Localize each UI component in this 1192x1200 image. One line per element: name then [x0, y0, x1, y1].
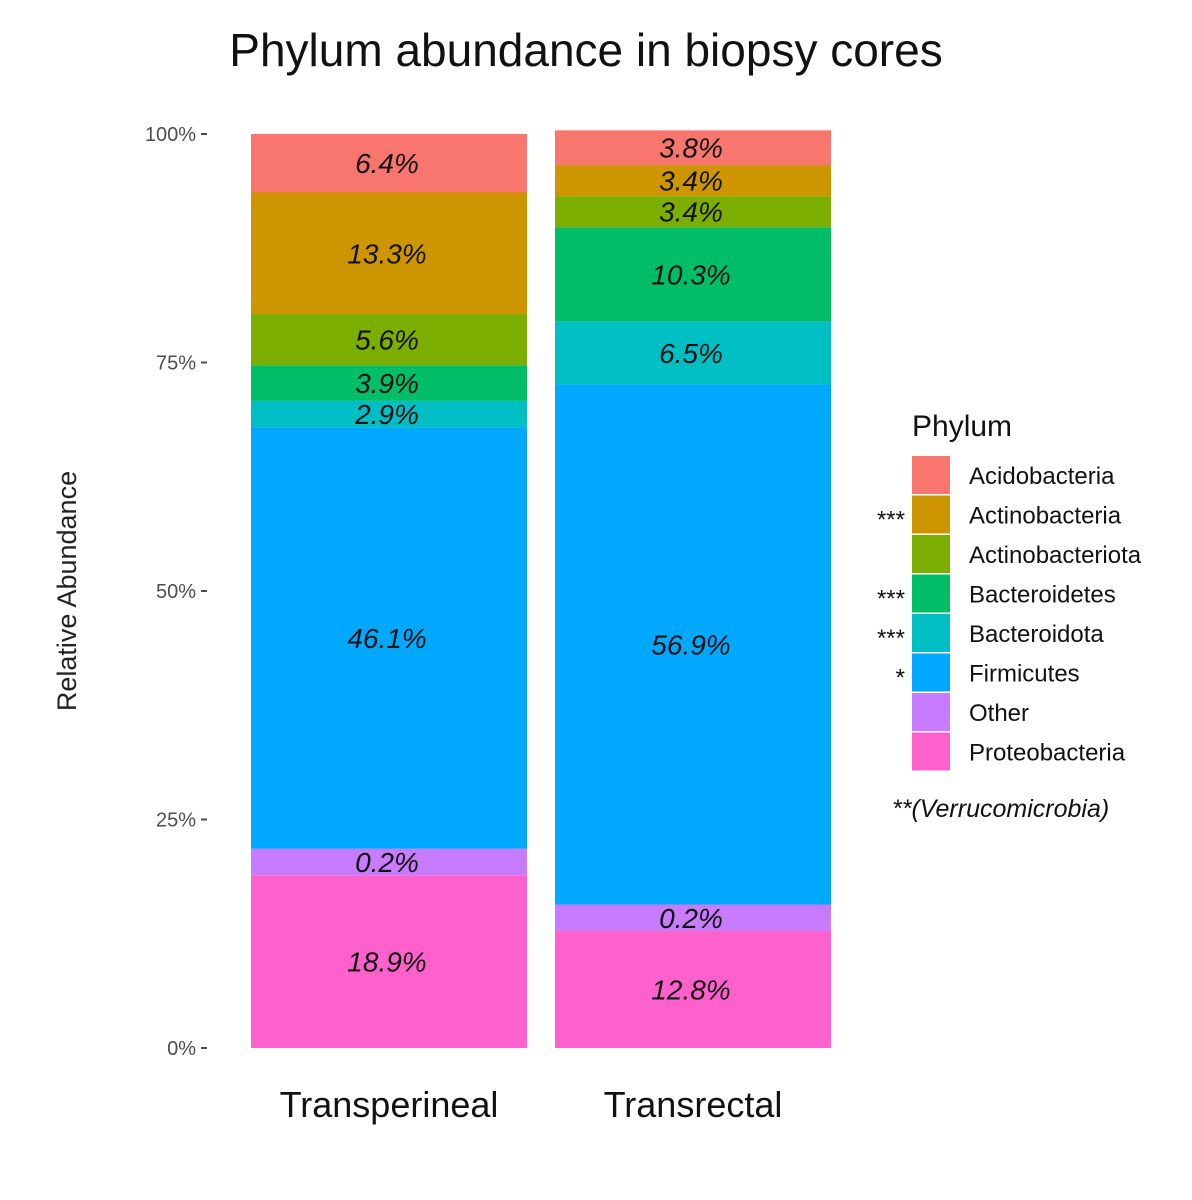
data-label-actinobacteriota: 5.6%	[355, 325, 419, 356]
y-axis-label: Relative Abundance	[52, 471, 82, 711]
bar-segment-proteobacteria	[555, 931, 831, 1048]
bar-segment-actinobacteria	[555, 165, 831, 197]
legend-key-bacteroidota	[912, 614, 950, 652]
legend-key-other	[912, 693, 950, 731]
bar-segment-bacteroidetes	[555, 227, 831, 322]
data-label-bacteroidetes: 10.3%	[651, 259, 730, 290]
legend-label-acidobacteria: Acidobacteria	[969, 463, 1115, 490]
y-axis: 0% 25% 50% 75% 100%	[145, 124, 207, 1060]
significance-marker: ***	[877, 625, 905, 652]
data-label-proteobacteria: 12.8%	[651, 975, 730, 1006]
bar-segment-other	[555, 904, 831, 932]
y-tick-label: 25%	[156, 810, 196, 832]
legend-label-firmicutes: Firmicutes	[969, 661, 1080, 688]
data-label-actinobacteriota: 3.4%	[659, 197, 723, 228]
legend-label-actinobacteria: Actinobacteria	[969, 503, 1122, 530]
legend-key-proteobacteria	[912, 732, 950, 771]
bar-segment-actinobacteria	[251, 192, 527, 315]
bar-segment-actinobacteriota	[251, 314, 527, 366]
data-label-actinobacteria: 13.3%	[347, 238, 426, 269]
legend: Phylum Acidobacteria Actinobacteria *** Acti…	[877, 410, 1142, 823]
bar-segment-acidobacteria	[555, 130, 831, 166]
significance-marker: ***	[877, 586, 905, 613]
data-label-other: 0.2%	[659, 903, 723, 934]
bar-stack-transrectal: 12.8%0.2%56.9%6.5%10.3%3.4%3.4%3.8%	[555, 130, 831, 1048]
y-tick-label: 0%	[167, 1038, 196, 1060]
legend-key-actinobacteriota	[912, 535, 950, 573]
legend-label-actinobacteriota: Actinobacteriota	[969, 542, 1142, 569]
y-tick-label: 75%	[156, 353, 196, 375]
legend-title: Phylum	[912, 410, 1012, 443]
bar-segment-firmicutes	[555, 384, 831, 905]
legend-key-acidobacteria	[912, 456, 950, 494]
bar-segment-other	[251, 848, 527, 876]
data-label-firmicutes: 46.1%	[347, 623, 426, 654]
x-category-label: Transperineal	[280, 1084, 499, 1125]
data-label-acidobacteria: 3.8%	[659, 133, 723, 164]
significance-marker: ***	[877, 507, 905, 534]
bar-segment-bacteroidetes	[251, 365, 527, 401]
x-axis: Transperineal Transrectal	[280, 1084, 783, 1125]
bar-segment-firmicutes	[251, 427, 527, 849]
legend-key-bacteroidetes	[912, 574, 950, 613]
data-label-actinobacteria: 3.4%	[659, 166, 723, 197]
data-label-bacteroidota: 6.5%	[659, 338, 723, 369]
bar-segment-bacteroidota	[251, 400, 527, 428]
bar-segment-proteobacteria	[251, 875, 527, 1048]
bar-segment-acidobacteria	[251, 134, 527, 193]
chart-title: Phylum abundance in biopsy cores	[229, 24, 942, 76]
data-label-bacteroidetes: 3.9%	[355, 368, 419, 399]
bar-segment-bacteroidota	[555, 321, 831, 385]
y-tick-label: 50%	[156, 581, 196, 603]
y-tick-label: 100%	[145, 124, 196, 146]
bar-stack-transperineal: 18.9% 0.2% 46.1% 2.9%3.9% 5.6% 13.3% 6.4%	[251, 134, 527, 1048]
stacked-bars: 18.9% 0.2% 46.1% 2.9%3.9% 5.6% 13.3% 6.4% 12.8%…	[251, 130, 831, 1048]
legend-label-proteobacteria: Proteobacteria	[969, 740, 1126, 767]
data-label-bacteroidota: 2.9%	[354, 399, 419, 430]
legend-key-firmicutes	[912, 653, 950, 692]
data-label-proteobacteria: 18.9%	[347, 947, 426, 978]
x-category-label: Transrectal	[604, 1084, 783, 1125]
data-label-firmicutes: 56.9%	[651, 629, 730, 660]
legend-label-other: Other	[969, 700, 1029, 727]
legend-key-actinobacteria	[912, 495, 950, 534]
data-label-other: 0.2%	[355, 847, 419, 878]
bar-segment-actinobacteriota	[555, 196, 831, 228]
significance-marker: *	[896, 665, 905, 692]
data-label-acidobacteria: 6.4%	[355, 148, 419, 179]
legend-label-bacteroidetes: Bacteroidetes	[969, 582, 1116, 609]
legend-label-bacteroidota: Bacteroidota	[969, 621, 1104, 648]
legend-note: **(Verrucomicrobia)	[892, 795, 1109, 823]
